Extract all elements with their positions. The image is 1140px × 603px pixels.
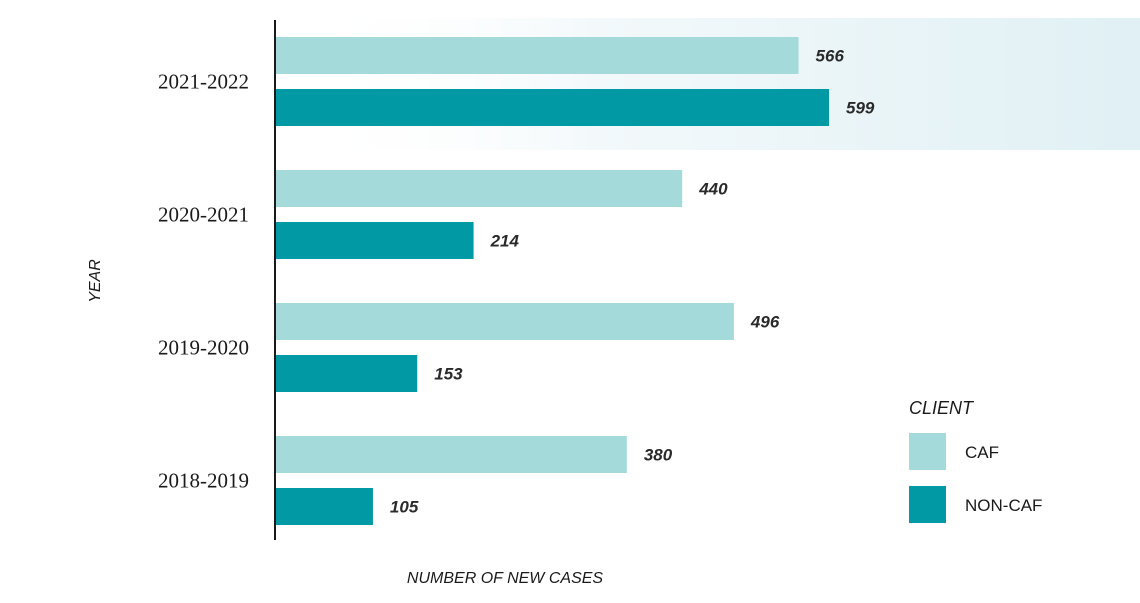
bar-caf-2018-2019 bbox=[276, 436, 627, 473]
value-label-non-caf-2020-2021: 214 bbox=[490, 232, 520, 251]
category-labels-layer: 2021-2022 2020-2021 2019-2020 2018-2019 bbox=[158, 70, 249, 493]
legend-title: CLIENT bbox=[909, 398, 975, 418]
value-label-caf-2021-2022: 566 bbox=[816, 47, 845, 66]
bar-non-caf-2020-2021 bbox=[276, 222, 474, 259]
bar-caf-2020-2021 bbox=[276, 170, 683, 207]
legend-label-caf: CAF bbox=[965, 443, 999, 462]
value-labels-layer: 566 599 440 214 496 153 380 105 bbox=[390, 47, 875, 517]
value-label-non-caf-2021-2022: 599 bbox=[846, 99, 875, 118]
legend-swatch-non-caf bbox=[909, 486, 946, 523]
y-axis-title: YEAR bbox=[87, 259, 104, 303]
bar-non-caf-2019-2020 bbox=[276, 355, 418, 392]
value-label-caf-2020-2021: 440 bbox=[698, 180, 728, 199]
legend: CLIENT CAF NON-CAF bbox=[909, 398, 1042, 523]
bar-non-caf-2021-2022 bbox=[276, 89, 829, 126]
category-label-2019-2020: 2019-2020 bbox=[158, 336, 249, 360]
bar-caf-2019-2020 bbox=[276, 303, 734, 340]
legend-label-non-caf: NON-CAF bbox=[965, 496, 1042, 515]
category-label-2021-2022: 2021-2022 bbox=[158, 70, 249, 94]
value-label-non-caf-2019-2020: 153 bbox=[434, 365, 463, 384]
category-label-2020-2021: 2020-2021 bbox=[158, 203, 249, 227]
legend-swatch-caf bbox=[909, 433, 946, 470]
value-label-caf-2018-2019: 380 bbox=[644, 446, 673, 465]
bar-non-caf-2018-2019 bbox=[276, 488, 373, 525]
value-label-non-caf-2018-2019: 105 bbox=[390, 498, 419, 517]
x-axis-title: NUMBER OF NEW CASES bbox=[407, 570, 604, 587]
bar-caf-2021-2022 bbox=[276, 37, 799, 74]
value-label-caf-2019-2020: 496 bbox=[750, 313, 780, 332]
category-label-2018-2019: 2018-2019 bbox=[158, 469, 249, 493]
bars-layer bbox=[276, 37, 829, 525]
